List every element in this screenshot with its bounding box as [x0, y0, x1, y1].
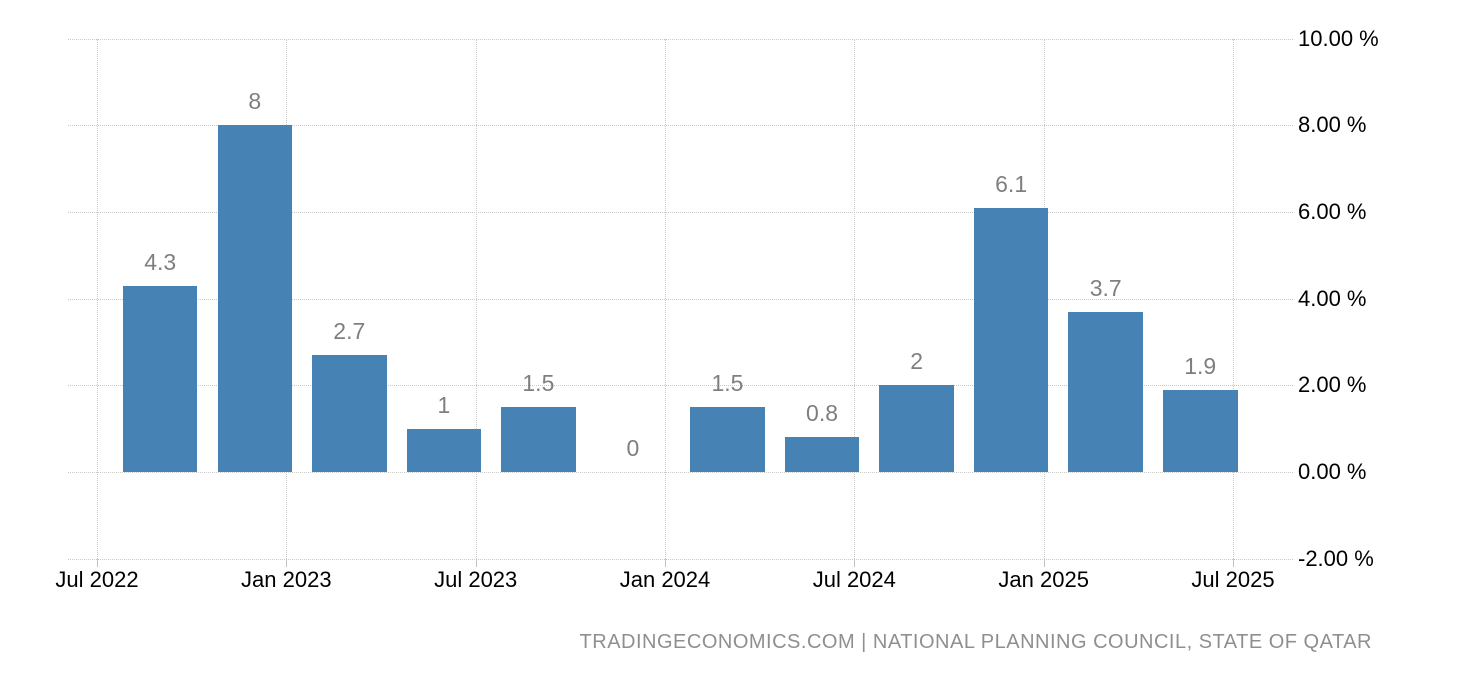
y-axis-tick-label: 10.00 % — [1298, 25, 1379, 51]
y-axis-tick-label: 8.00 % — [1298, 112, 1367, 138]
bar-q3-2024[interactable] — [879, 385, 954, 472]
y-axis-tick-label: 2.00 % — [1298, 372, 1367, 398]
horizontal-gridline — [68, 38, 1293, 40]
bar-value-label: 2 — [910, 348, 923, 375]
x-axis-tick-mark — [475, 558, 477, 567]
bar-value-label: 1.9 — [1184, 352, 1217, 379]
vertical-gridline — [97, 38, 98, 559]
bar-q2-2023[interactable] — [406, 428, 482, 472]
x-axis-tick-label: Jan 2025 — [998, 567, 1089, 592]
x-axis-tick-label: Jan 2024 — [619, 567, 711, 592]
x-axis-tick-mark — [286, 558, 288, 567]
bar-value-label: 0 — [626, 435, 640, 461]
bar-value-label: 3.7 — [1089, 274, 1122, 301]
bar-value-label: 8 — [248, 88, 262, 115]
bar-q4-2022[interactable] — [217, 125, 292, 472]
y-axis-tick-label: 4.00 % — [1298, 285, 1367, 311]
bar-value-label: 0.8 — [806, 400, 839, 427]
bar-q3-2023[interactable] — [501, 406, 576, 472]
horizontal-gridline — [68, 472, 1293, 473]
x-axis-tick-label: Jul 2023 — [434, 567, 518, 592]
horizontal-gridline — [68, 211, 1293, 213]
bar-value-label: 2.7 — [333, 317, 366, 344]
vertical-gridline — [665, 38, 666, 559]
horizontal-gridline — [68, 298, 1293, 300]
vertical-gridline — [854, 38, 856, 559]
bar-value-label: 1 — [437, 391, 451, 418]
bar-value-label: 1.5 — [522, 369, 555, 396]
y-axis-tick-label: 6.00 % — [1298, 198, 1367, 224]
x-axis-tick-label: Jan 2023 — [241, 567, 332, 592]
horizontal-gridline — [68, 385, 1293, 387]
bar-value-label: 4.3 — [144, 248, 177, 275]
x-axis-tick-mark — [97, 558, 98, 567]
bar-q2-2025[interactable] — [1163, 389, 1238, 472]
bar-q3-2022[interactable] — [122, 285, 198, 472]
bar-value-label: 1.5 — [711, 369, 744, 396]
horizontal-gridline — [68, 558, 1293, 560]
horizontal-gridline — [68, 125, 1293, 127]
bar-q2-2024[interactable] — [784, 437, 860, 472]
x-axis-tick-mark — [1233, 558, 1234, 567]
bar-value-label: 6.1 — [995, 170, 1028, 197]
bar-q4-2024[interactable] — [973, 207, 1049, 472]
bar-q1-2023[interactable] — [312, 354, 387, 472]
vertical-gridline — [1233, 38, 1234, 559]
y-axis-tick-label: 0.00 % — [1298, 459, 1367, 484]
bar-q1-2025[interactable] — [1068, 311, 1143, 472]
chart-source-attribution: TRADINGECONOMICS.COM | NATIONAL PLANNING… — [579, 631, 1372, 653]
x-axis-tick-mark — [665, 558, 666, 567]
x-axis-tick-label: Jul 2024 — [812, 567, 896, 592]
x-axis-tick-mark — [1043, 558, 1045, 567]
y-axis-tick-label: -2.00 % — [1298, 545, 1374, 571]
bar-q1-2024[interactable] — [690, 406, 765, 472]
x-axis-tick-label: Jul 2025 — [1191, 567, 1275, 592]
x-axis-tick-mark — [854, 558, 856, 567]
vertical-gridline — [475, 38, 477, 559]
x-axis-tick-label: Jul 2022 — [55, 567, 139, 592]
